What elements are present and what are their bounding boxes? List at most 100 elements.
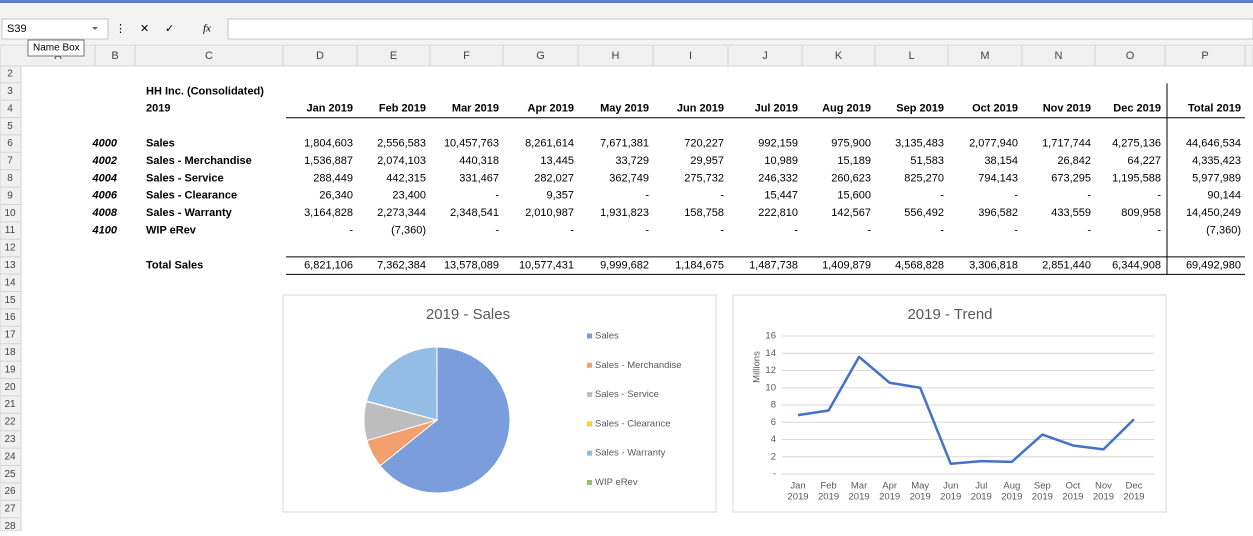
cell: 282,027 (534, 172, 574, 184)
cell: 44,646,534 (1186, 138, 1241, 150)
total-cell: 6,821,106 (304, 259, 353, 271)
cell: 222,810 (758, 207, 798, 219)
cell: (7,360) (391, 225, 426, 237)
cell: 246,332 (758, 172, 798, 184)
row-header: 15 (4, 295, 16, 306)
total-cell: 6,344,908 (1112, 259, 1161, 271)
column-header-bar (0, 45, 1253, 66)
y-tick-label: 2 (771, 451, 776, 462)
total-cell: 1,409,879 (822, 259, 871, 271)
x-tick-label: 2019 (1093, 492, 1114, 503)
row-header: 8 (7, 173, 13, 184)
row-header: 6 (7, 138, 13, 149)
cell: 3,164,828 (304, 207, 353, 219)
cell: - (349, 225, 353, 237)
x-tick-label: 2019 (940, 492, 961, 503)
cell: - (495, 190, 499, 202)
legend-label: WIP eRev (595, 477, 638, 488)
column-header: D (316, 50, 324, 62)
cell: 33,729 (615, 155, 649, 167)
account-name: Sales - Clearance (146, 190, 237, 202)
account-code: 4006 (92, 190, 118, 202)
cell: 23,400 (392, 190, 426, 202)
total-cell: 10,577,431 (519, 259, 574, 271)
row-header: 24 (4, 451, 16, 462)
row-header: 21 (4, 399, 16, 410)
cell: 15,189 (837, 155, 871, 167)
cell: - (1014, 225, 1018, 237)
cell: 9,357 (546, 190, 574, 202)
row-header: 12 (4, 243, 16, 254)
account-name: Sales - Warranty (146, 207, 233, 219)
x-tick-label: 2019 (787, 492, 808, 503)
row-header: 18 (4, 347, 16, 358)
row-header: 26 (4, 486, 16, 497)
row-header: 25 (4, 469, 16, 480)
x-tick-label: Aug (1003, 481, 1020, 492)
cell: 440,318 (459, 155, 499, 167)
column-title: Jun 2019 (677, 103, 724, 115)
account-name: Sales - Service (146, 172, 224, 184)
legend-label: Sales - Service (595, 389, 659, 400)
column-title: Jul 2019 (755, 103, 798, 115)
cell: - (794, 225, 798, 237)
column-title: Sep 2019 (896, 103, 944, 115)
row-header: 2 (7, 69, 13, 80)
legend-swatch (587, 334, 592, 339)
column-header: O (1126, 50, 1135, 62)
column-header: I (689, 50, 692, 62)
row-header: 22 (4, 417, 16, 428)
cancel-button[interactable]: ✕ (140, 23, 149, 35)
cell: 992,159 (758, 138, 798, 150)
cell: 1,536,887 (304, 155, 353, 167)
cell: 396,582 (978, 207, 1018, 219)
legend-swatch (587, 363, 592, 368)
column-header: G (536, 50, 545, 62)
column-title: Total 2019 (1188, 103, 1241, 115)
cell: - (940, 225, 944, 237)
cell: - (1087, 190, 1091, 202)
cell: - (1157, 225, 1161, 237)
column-header: C (205, 50, 213, 62)
cell: 38,154 (984, 155, 1018, 167)
total-cell: 1,184,675 (675, 259, 724, 271)
cell: 673,295 (1051, 172, 1091, 184)
cell: 288,449 (313, 172, 353, 184)
enter-button[interactable]: ✓ (165, 23, 174, 35)
column-header: K (835, 50, 843, 62)
cell: 7,671,381 (600, 138, 649, 150)
legend-swatch (587, 480, 592, 485)
legend-label: Sales (595, 331, 619, 342)
x-tick-label: Oct (1066, 481, 1081, 492)
y-tick-label: 12 (765, 365, 776, 376)
name-box-text: S39 (7, 23, 27, 35)
column-title: Feb 2019 (379, 103, 426, 115)
row-header: 23 (4, 434, 16, 445)
column-title: May 2019 (600, 103, 649, 115)
y-tick-label: 8 (771, 400, 776, 411)
column-title: Mar 2019 (452, 103, 499, 115)
x-tick-label: Nov (1095, 481, 1112, 492)
cell: - (495, 225, 499, 237)
chart-area (733, 295, 1166, 512)
y-tick-label: 14 (765, 348, 776, 359)
cell: 433,559 (1051, 207, 1091, 219)
column-header: L (908, 50, 914, 62)
cell: - (1157, 190, 1161, 202)
x-tick-label: 2019 (971, 492, 992, 503)
column-title: Jan 2019 (307, 103, 353, 115)
formula-input[interactable] (228, 19, 1253, 39)
cell: (7,360) (1206, 225, 1241, 237)
cell: 158,758 (684, 207, 724, 219)
cell: 2,074,103 (377, 155, 426, 167)
cell: 275,732 (684, 172, 724, 184)
account-code: 4100 (92, 225, 118, 237)
fx-button[interactable]: fx (203, 23, 211, 35)
year-label: 2019 (146, 103, 170, 115)
cell: 15,600 (837, 190, 871, 202)
row-header: 10 (4, 208, 16, 219)
row-header: 7 (7, 156, 13, 167)
cell: 2,556,583 (377, 138, 426, 150)
legend-swatch (587, 392, 592, 397)
